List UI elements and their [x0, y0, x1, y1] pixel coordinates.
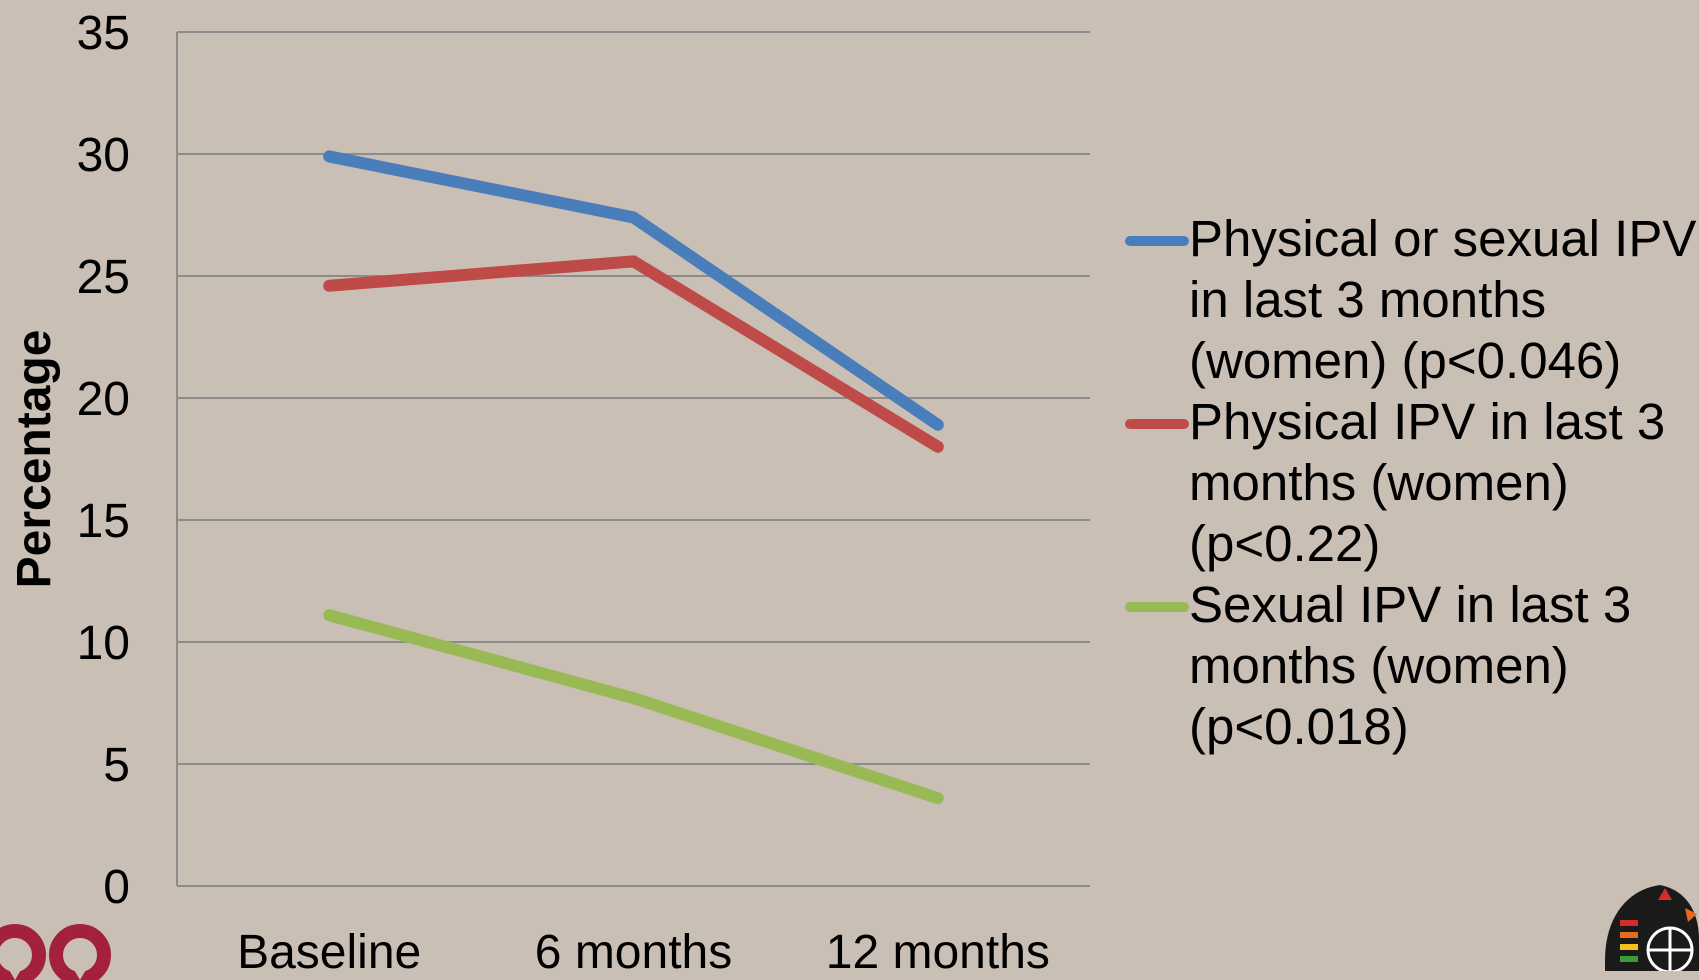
legend-swatch-blue [1125, 236, 1189, 246]
series-line-0 [323, 150, 944, 431]
y-tick-label: 10 [77, 617, 130, 670]
x-tick-label: Baseline [237, 926, 421, 971]
legend-swatch-green [1125, 602, 1189, 612]
series-lines [323, 150, 944, 805]
y-tick-label: 30 [77, 129, 130, 182]
globe-emblem-logo-icon [1605, 885, 1699, 971]
legend-label: Physical or sexual IPV in last 3 months … [1189, 210, 1697, 389]
series-line-2 [323, 609, 944, 805]
y-tick-label: 35 [77, 7, 130, 60]
y-tick-label: 15 [77, 495, 130, 548]
legend-label: Sexual IPV in last 3 months (women) (p<0… [1189, 576, 1632, 755]
y-axis-label: Percentage [8, 330, 61, 589]
legend-swatch-red [1125, 419, 1189, 429]
gridlines [176, 31, 1090, 887]
x-tick-label: 12 months [826, 926, 1050, 971]
x-tick-label: 6 months [535, 926, 732, 971]
y-tick-label: 20 [77, 373, 130, 426]
legend: Physical or sexual IPV in last 3 months … [1125, 208, 1699, 757]
red-ribbon-logo-icon [0, 924, 111, 980]
y-tick-label: 5 [103, 739, 130, 792]
x-axis-ticks: Baseline 6 months 12 months [237, 926, 1050, 971]
legend-item-sexual: Sexual IPV in last 3 months (women) (p<0… [1125, 574, 1699, 757]
legend-label: Physical IPV in last 3 months (women) (p… [1189, 393, 1666, 572]
y-tick-label: 25 [77, 251, 130, 304]
legend-item-physical: Physical IPV in last 3 months (women) (p… [1125, 391, 1699, 574]
legend-item-physical-or-sexual: Physical or sexual IPV in last 3 months … [1125, 208, 1699, 391]
series-line-1 [323, 255, 944, 453]
y-axis-ticks: 0 5 10 15 20 25 30 35 [77, 7, 130, 914]
y-tick-label: 0 [103, 861, 130, 914]
